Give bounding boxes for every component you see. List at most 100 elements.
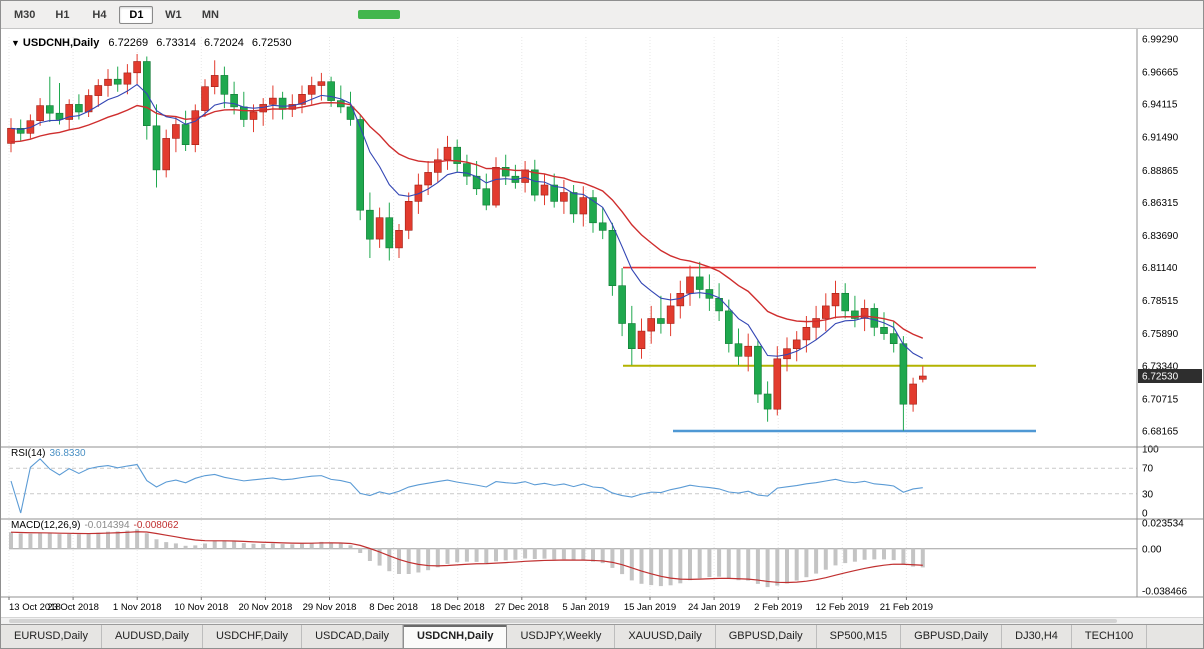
candle-body <box>550 184 559 202</box>
candle-body <box>463 163 471 177</box>
toolbar: M30 H1 H4 D1 W1 MN <box>1 1 1203 29</box>
macd-histogram-bar <box>9 532 13 549</box>
price-axis-label: 6.96665 <box>1142 68 1179 79</box>
candle-body <box>657 318 665 324</box>
scrollbar-thumb[interactable] <box>9 619 1117 623</box>
candle-body <box>181 124 190 146</box>
macd-histogram-bar <box>144 533 149 549</box>
price-axis: 6.99290 6.96665 6.94115 6.91490 6.88865 6.863… <box>1142 35 1179 438</box>
price-axis-label: 6.78515 <box>1142 296 1179 307</box>
macd-histogram-bar <box>678 548 683 584</box>
candle-body <box>889 333 898 345</box>
tab-audusd-daily[interactable]: AUDUSD,Daily <box>101 625 203 648</box>
panel-frame <box>1 29 1203 598</box>
date-axis-label: 20 Nov 2018 <box>238 602 292 613</box>
candle-body <box>773 358 782 410</box>
candle-body <box>230 94 238 108</box>
candle-body <box>16 128 25 134</box>
candle-body <box>734 343 743 357</box>
candle-body <box>298 94 306 105</box>
candle-body <box>841 292 850 312</box>
tab-sp500-m15[interactable]: SP500,M15 <box>816 625 902 648</box>
candle-body <box>569 192 578 215</box>
tab-usdcnh-daily[interactable]: USDCNH,Daily <box>403 625 508 648</box>
date-axis-label: 15 Jan 2019 <box>624 602 676 613</box>
macd-histogram-bar <box>561 548 566 560</box>
macd-histogram-bar <box>600 548 605 564</box>
candle-body <box>269 97 277 105</box>
candle-body <box>637 330 646 350</box>
tab-xauusd-daily[interactable]: XAUUSD,Daily <box>615 625 716 648</box>
macd-histogram-bar <box>435 548 440 568</box>
tab-dj30-h4[interactable]: DJ30,H4 <box>1002 625 1072 648</box>
candle-body <box>792 339 801 349</box>
macd-histogram-bar <box>571 548 576 561</box>
candle-body <box>327 81 335 101</box>
macd-histogram-bar <box>251 543 256 549</box>
chart-canvas[interactable]: 6.99290 6.96665 6.94115 6.91490 6.88865 6.863… <box>1 29 1204 617</box>
rsi-line <box>10 458 923 514</box>
macd-histogram-bar <box>367 548 372 561</box>
candle-body <box>55 112 64 120</box>
timeframe-button-w1[interactable]: W1 <box>165 8 182 21</box>
macd-histogram-bar <box>193 545 198 549</box>
date-axis-label: 24 Jan 2019 <box>688 602 740 613</box>
macd-histogram-bar <box>513 548 518 560</box>
date-axis-label: 10 Nov 2018 <box>174 602 228 613</box>
tab-usdchf-daily[interactable]: USDCHF,Daily <box>202 625 303 648</box>
tab-gbpusd-daily[interactable]: GBPUSD,Daily <box>901 625 1003 648</box>
candle-body <box>104 78 112 86</box>
tab-gbpusd-daily[interactable]: GBPUSD,Daily <box>715 625 817 648</box>
horizontal-scrollbar[interactable] <box>1 617 1203 624</box>
tab-usdjpy-weekly[interactable]: USDJPY,Weekly <box>507 625 616 648</box>
timeframe-button-mn[interactable]: MN <box>201 8 219 21</box>
price-axis-label: 6.88865 <box>1142 166 1179 177</box>
candle-body <box>501 167 510 177</box>
price-axis-label: 6.83690 <box>1142 231 1179 242</box>
candle-body <box>433 159 442 173</box>
macd-histogram-bar <box>464 548 469 562</box>
macd-axis-label: 0.023534 <box>1142 519 1184 530</box>
macd-histogram-bar <box>474 548 479 562</box>
candle-body <box>608 230 617 287</box>
macd-histogram-bar <box>697 548 702 579</box>
macd-histogram-bar <box>542 548 547 559</box>
macd-histogram-bar <box>329 542 334 549</box>
macd-histogram-bar <box>785 548 789 584</box>
macd-histogram-bar <box>125 530 130 549</box>
timeframe-button-h1[interactable]: H1 <box>55 8 70 21</box>
tab-usdcad-daily[interactable]: USDCAD,Daily <box>302 625 404 648</box>
timeframe-button-h4[interactable]: H4 <box>92 8 107 21</box>
timeframe-button-d1[interactable]: D1 <box>119 5 154 24</box>
macd-histogram-bar <box>620 548 625 575</box>
price-axis-label: 6.73340 <box>1142 361 1179 372</box>
candle-body <box>210 75 219 88</box>
macd-histogram-bar <box>96 532 101 549</box>
candle-body <box>395 230 403 249</box>
date-axis-label: 29 Nov 2018 <box>303 602 357 613</box>
macd-histogram-bar <box>891 548 896 561</box>
tab-eurusd-daily[interactable]: EURUSD,Daily <box>1 625 102 648</box>
macd-histogram-bar <box>823 548 828 570</box>
date-axis-label: 18 Dec 2018 <box>431 602 485 613</box>
macd-histogram-bar <box>503 548 508 561</box>
grid-layer <box>8 37 907 597</box>
macd-histogram-bar <box>28 533 33 549</box>
candle-body <box>724 310 733 344</box>
level-lines[interactable] <box>623 266 1036 433</box>
rsi-axis-label: 70 <box>1142 464 1154 475</box>
macd-histogram-bar <box>494 548 498 562</box>
candle-body <box>123 72 132 85</box>
candle-body <box>278 97 287 110</box>
macd-histogram-bar <box>911 548 916 567</box>
macd-histogram-bar <box>18 533 23 549</box>
candle-body <box>831 292 840 307</box>
rsi-axis-label: 100 <box>1142 445 1159 456</box>
candle-body <box>802 326 811 341</box>
current-price-badge: 6.72530 <box>1138 369 1202 383</box>
tab-tech100[interactable]: TECH100 <box>1071 625 1148 648</box>
timeframe-button-m30[interactable]: M30 <box>14 8 36 21</box>
candle-body <box>65 104 73 120</box>
autotrading-icon[interactable] <box>358 10 401 19</box>
